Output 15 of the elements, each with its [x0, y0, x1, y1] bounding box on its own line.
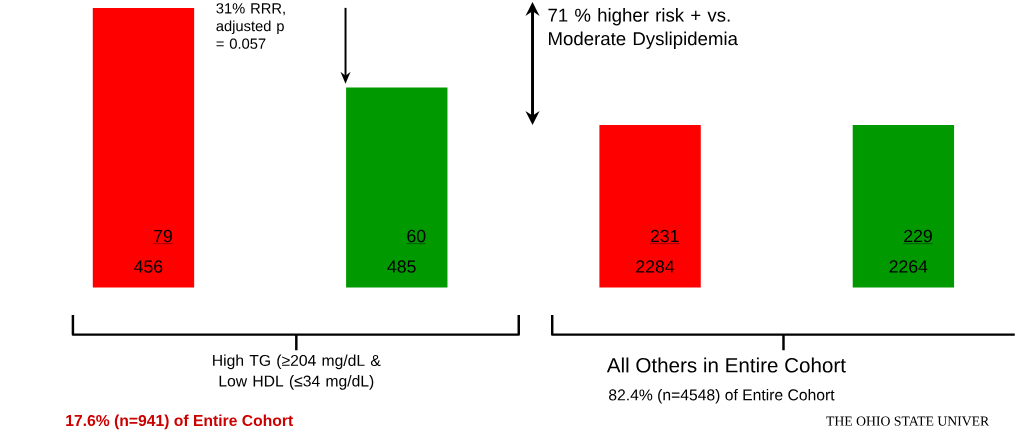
text: High TG (≥204 mg/dL & Low HDL (≤34 mg/dL): [213, 354, 381, 390]
annotation: 231: [650, 229, 679, 243]
text: 82.4% (n=4548) of Entire Cohort: [609, 388, 835, 404]
annotation: 2264: [889, 260, 928, 273]
text: THE OHIO STATE UNIVER: [826, 416, 990, 426]
text: 17.6% (n=941) of Entire Cohort: [66, 414, 293, 430]
annotation: 31% RRR, adjusted p = 0.057: [216, 3, 285, 49]
annotation: 2284: [636, 260, 675, 273]
text: All Others in Entire Cohort: [606, 357, 846, 373]
annotation: 71 % higher risk + vs. Moderate Dyslipidemia: [548, 8, 738, 49]
annotation: 79: [154, 229, 172, 243]
annotation: 485: [387, 260, 416, 273]
annotation: 456: [134, 260, 163, 273]
annotation: 60: [407, 229, 426, 243]
annotation: 229: [904, 229, 932, 243]
